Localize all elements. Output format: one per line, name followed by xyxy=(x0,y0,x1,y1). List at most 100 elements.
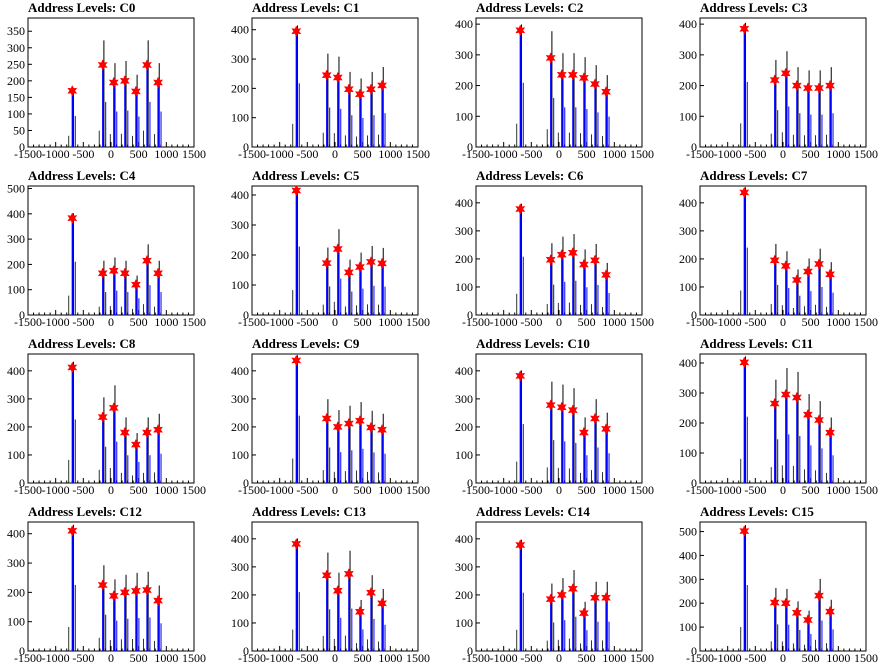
peak-marker xyxy=(791,79,802,92)
x-tick-label: 500 xyxy=(802,147,820,161)
histogram-bar xyxy=(146,67,149,147)
peak-marker xyxy=(365,586,377,599)
peak-marker xyxy=(600,591,612,604)
peak-marker xyxy=(108,590,119,602)
x-tick-label: -500 xyxy=(520,483,542,497)
chart-title: Address Levels: C6 xyxy=(476,168,584,183)
y-tick-label: 0 xyxy=(467,308,473,322)
peak-marker xyxy=(567,69,578,81)
histogram-bar xyxy=(594,420,597,483)
histogram-bar xyxy=(326,420,328,483)
histogram-bar xyxy=(113,84,115,147)
histogram-bar xyxy=(370,594,373,651)
histogram-bar xyxy=(605,599,608,651)
peak-marker xyxy=(376,257,388,270)
peak-marker xyxy=(376,597,388,610)
y-tick-label: 0 xyxy=(19,140,25,154)
peak-marker xyxy=(108,76,119,89)
x-tick-label: 1000 xyxy=(826,651,850,665)
y-tick-label: 400 xyxy=(455,364,473,378)
histogram-bar xyxy=(124,82,127,147)
histogram-bar xyxy=(348,273,351,315)
y-tick-label: 300 xyxy=(7,41,25,55)
histogram-bar xyxy=(359,95,362,147)
y-tick-label: 300 xyxy=(679,48,697,62)
peak-marker xyxy=(802,614,813,626)
x-tick-label: 500 xyxy=(802,651,820,665)
histogram-plot: Address Levels: C15 0 100 200 300 400 500 -1500… xyxy=(679,504,878,665)
peak-marker xyxy=(343,417,354,430)
x-tick-label: 500 xyxy=(578,147,596,161)
y-tick-label: 400 xyxy=(455,17,473,31)
peak-marker xyxy=(141,254,153,267)
x-tick-label: 1500 xyxy=(854,483,878,497)
x-tick-label: -1500 xyxy=(462,315,490,329)
x-tick-label: -1500 xyxy=(462,483,490,497)
histogram-bar xyxy=(381,87,384,147)
x-tick-label: 500 xyxy=(130,651,148,665)
y-tick-label: 250 xyxy=(7,57,25,71)
peak-marker xyxy=(578,72,589,84)
peak-marker xyxy=(321,69,332,81)
histogram-bar xyxy=(359,268,362,315)
histogram-bar xyxy=(796,280,799,315)
peak-marker xyxy=(791,606,802,619)
peak-marker xyxy=(67,212,78,224)
peak-marker xyxy=(67,84,78,97)
histogram-bar xyxy=(102,419,104,483)
histogram-bar xyxy=(326,264,328,315)
histogram-bar xyxy=(743,534,746,651)
peak-marker xyxy=(291,184,302,197)
y-tick-label: 100 xyxy=(455,280,473,294)
x-tick-label: -1500 xyxy=(238,315,266,329)
chart-title: Address Levels: C11 xyxy=(700,336,813,351)
x-tick-label: 500 xyxy=(578,315,596,329)
x-tick-label: -1000 xyxy=(490,483,518,497)
chart-title: Address Levels: C0 xyxy=(28,0,135,15)
y-tick-label: 0 xyxy=(691,140,697,154)
y-tick-label: 200 xyxy=(7,257,25,271)
y-tick-label: 0 xyxy=(19,644,25,658)
y-tick-label: 300 xyxy=(679,224,697,238)
y-tick-label: 50 xyxy=(13,123,25,137)
y-tick-label: 400 xyxy=(455,532,473,546)
peak-marker xyxy=(556,401,567,414)
histogram-plot: Address Levels: C2 0 100 200 300 400 -1500 -100… xyxy=(455,0,654,161)
y-tick-label: 300 xyxy=(7,556,25,570)
histogram-bar xyxy=(71,534,74,651)
y-tick-label: 100 xyxy=(231,278,249,292)
y-tick-label: 200 xyxy=(7,585,25,599)
peak-marker xyxy=(824,268,836,281)
histogram-panel: Address Levels: C6 0 100 200 300 400 -1500 -100… xyxy=(448,168,672,336)
x-tick-label: -1000 xyxy=(490,147,518,161)
chart-title: Address Levels: C5 xyxy=(252,168,360,183)
histogram-panel: Address Levels: C5 0 100 200 300 400 -1500 -100… xyxy=(224,168,448,336)
histogram-bar xyxy=(594,261,597,315)
peak-marker xyxy=(365,83,377,96)
x-tick-label: 1000 xyxy=(602,651,626,665)
y-tick-label: 200 xyxy=(679,252,697,266)
peak-marker xyxy=(97,411,108,423)
peak-marker xyxy=(67,361,78,374)
histogram-bar xyxy=(829,275,832,315)
peak-marker xyxy=(578,258,589,271)
x-tick-label: -500 xyxy=(296,147,318,161)
peak-marker xyxy=(67,524,78,537)
peak-marker xyxy=(769,254,780,267)
histogram-bar xyxy=(572,254,575,315)
histogram-plot: Address Levels: C14 0 100 200 300 400 -1500 -10… xyxy=(455,504,654,665)
histogram-panel: Address Levels: C3 0 100 200 300 400 -1500 -100… xyxy=(672,0,896,168)
x-tick-label: -500 xyxy=(72,147,94,161)
peak-marker xyxy=(556,69,567,81)
chart-title: Address Levels: C8 xyxy=(28,336,136,351)
x-tick-label: 1500 xyxy=(854,651,878,665)
x-tick-label: -1500 xyxy=(14,651,42,665)
x-tick-label: 0 xyxy=(556,147,562,161)
x-tick-label: 500 xyxy=(354,147,372,161)
x-tick-label: 1500 xyxy=(182,315,206,329)
x-tick-label: 1000 xyxy=(378,651,402,665)
histogram-plot: Address Levels: C7 0 100 200 300 400 -1500 -100… xyxy=(679,168,878,329)
histogram-bar xyxy=(519,379,522,483)
histogram-bar xyxy=(295,34,298,147)
histogram-bar xyxy=(594,85,597,147)
